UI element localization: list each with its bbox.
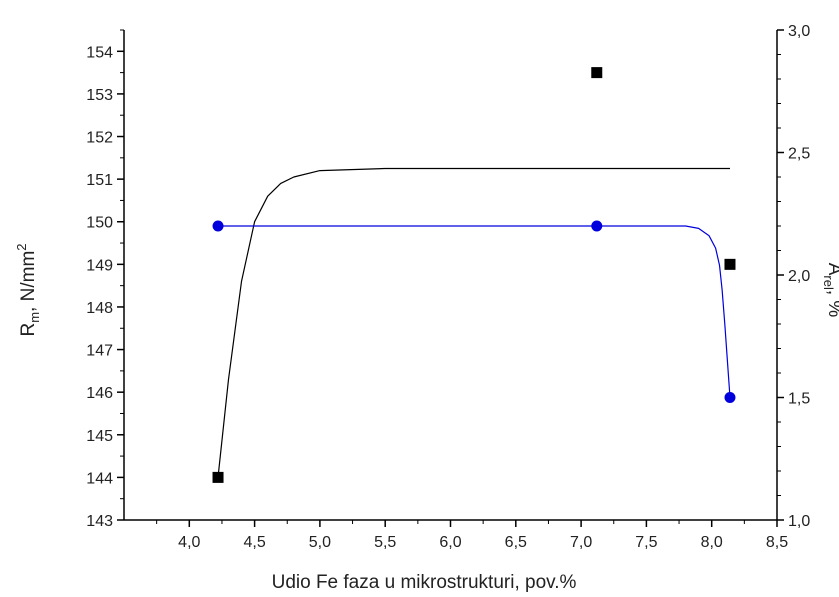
x-tick-label: 8,0 (701, 534, 723, 551)
data-point-square (212, 471, 224, 483)
fit-lines (217, 167, 731, 478)
y-right-axis-label: Arel, % (821, 263, 839, 318)
y-left-tick-label: 152 (86, 130, 113, 147)
y-right-tick-label: 3,0 (788, 23, 810, 40)
data-point-square (724, 258, 736, 270)
y-right-ticks: 1,0 1,5 2,0 2,5 3,0 (777, 23, 810, 530)
y-right-tick-label: 1,5 (788, 391, 810, 408)
x-tick-label: 6,0 (439, 534, 461, 551)
y-left-label-rest: , N/mm (18, 251, 39, 312)
y-right-label-rest: , % (824, 290, 839, 318)
x-tick-label: 5,5 (374, 534, 396, 551)
y-left-label-base: R (18, 323, 39, 337)
y-left-tick-label: 148 (86, 300, 113, 317)
y-left-tick-label: 149 (86, 257, 113, 274)
y-right-tick-label: 2,0 (788, 268, 810, 285)
x-ticks: 4,0 4,5 5,0 5,5 6,0 6,5 7,0 7,5 8,0 8,5 (156, 520, 788, 551)
y-left-tick-label: 154 (86, 44, 113, 61)
data-point-square (591, 67, 603, 79)
y-right-label-base: A (824, 263, 839, 276)
y-left-tick-label: 143 (86, 513, 113, 530)
y-left-ticks: 143 144 145 146 147 148 149 150 151 152 153 154 (86, 29, 124, 530)
data-point-circle (591, 220, 603, 232)
y-left-label-sup: 2 (14, 243, 29, 250)
y-left-tick-label: 147 (86, 343, 113, 360)
y-right-tick-label: 2,5 (788, 146, 810, 163)
plot-frame (123, 30, 778, 521)
x-tick-label: 7,5 (635, 534, 657, 551)
y-left-tick-label: 150 (86, 215, 113, 232)
fit-line-right (218, 225, 731, 398)
fit-line-left (217, 167, 730, 478)
data-point-circle (724, 392, 736, 403)
y-right-tick-label: 1,0 (788, 513, 810, 530)
y-left-tick-label: 146 (86, 385, 113, 402)
x-axis-label: Udio Fe faza u mikrostrukturi, pov.% (272, 572, 577, 593)
markers (212, 67, 736, 483)
y-left-tick-label: 151 (86, 172, 113, 189)
y-left-axis-label: Rm, N/mm2 (14, 243, 42, 336)
y-left-label-sub: m (27, 312, 42, 323)
x-tick-label: 4,0 (178, 534, 200, 551)
x-tick-label: 5,0 (309, 534, 331, 551)
x-tick-label: 6,5 (505, 534, 527, 551)
x-tick-label: 7,0 (570, 534, 592, 551)
y-left-tick-label: 153 (86, 87, 113, 104)
y-left-tick-label: 144 (86, 470, 113, 487)
x-tick-label: 8,5 (766, 534, 788, 551)
data-point-circle (212, 220, 224, 232)
y-right-label-sub: rel (821, 275, 836, 290)
y-left-tick-label: 145 (86, 428, 113, 445)
x-tick-label: 4,5 (243, 534, 265, 551)
